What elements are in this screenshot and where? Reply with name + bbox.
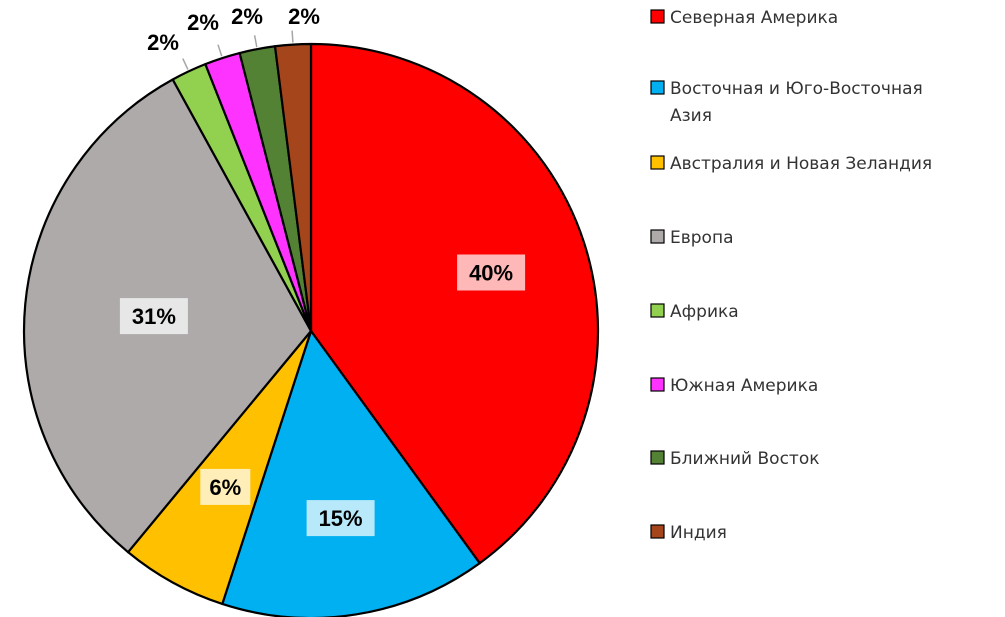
pie-slice-восточная-и-юго-восточная-азия <box>221 329 481 617</box>
legend-swatch <box>650 155 665 170</box>
legend-swatch <box>650 524 665 539</box>
data-label-южная-америка: 2% <box>187 10 219 35</box>
legend-label: Восточная и Юго-Восточная Азия <box>670 79 923 126</box>
legend-label: Европа <box>670 228 733 248</box>
legend-label: Северная Америка <box>670 8 838 28</box>
data-label-австралия-и-новая-зеландия: 6% <box>209 475 241 500</box>
pie-slice-индия <box>273 42 313 333</box>
pie-slice-северная-америка <box>309 42 600 565</box>
leader-lines <box>182 30 294 70</box>
data-label-северная-америка: 40% <box>469 261 513 286</box>
leader-line <box>182 58 189 70</box>
legend-swatch <box>650 450 665 465</box>
legend-swatch <box>650 229 665 244</box>
legend-item-европа: Европа <box>650 228 733 248</box>
legend-label: Африка <box>670 302 739 322</box>
leader-line <box>253 35 258 48</box>
leader-line <box>217 44 223 57</box>
data-label-box <box>200 468 251 505</box>
data-label-box <box>457 254 526 291</box>
data-label-восточная-и-юго-восточная-азия: 15% <box>319 506 363 531</box>
legend-item-индия: Индия <box>650 523 727 543</box>
legend-label: Ближний Восток <box>670 449 820 469</box>
legend-label: Южная Америка <box>670 376 818 396</box>
legend: Северная Америка Восточная и Юго-Восточна… <box>650 8 932 543</box>
data-labels: 40% 15% 6% 31% 2% 2% 2% 2% <box>119 4 526 537</box>
legend-swatch <box>650 303 665 318</box>
leader-line <box>291 30 294 43</box>
data-label-box <box>119 298 188 335</box>
legend-item-южная-америка: Южная Америка <box>650 376 818 396</box>
legend-item-африка: Африка <box>650 302 739 322</box>
legend-label: Австралия и Новая Зеландия <box>670 154 932 174</box>
legend-swatch <box>650 377 665 392</box>
legend-item-восточная-и-юго-восточная-азия: Восточная и Юго-Восточная Азия <box>650 79 923 126</box>
data-label-ближний-восток: 2% <box>231 4 263 29</box>
data-label-индия: 2% <box>288 4 320 29</box>
legend-item-ближний-восток: Ближний Восток <box>650 449 820 469</box>
legend-swatch <box>650 80 665 95</box>
data-label-европа: 31% <box>132 304 176 329</box>
legend-item-австралия-и-новая-зеландия: Австралия и Новая Зеландия <box>650 154 932 174</box>
legend-swatch <box>650 9 665 24</box>
data-label-африка: 2% <box>147 30 179 55</box>
data-label-box <box>306 500 375 537</box>
legend-item-северная-америка: Северная Америка <box>650 8 838 28</box>
legend-label: Индия <box>670 523 727 543</box>
